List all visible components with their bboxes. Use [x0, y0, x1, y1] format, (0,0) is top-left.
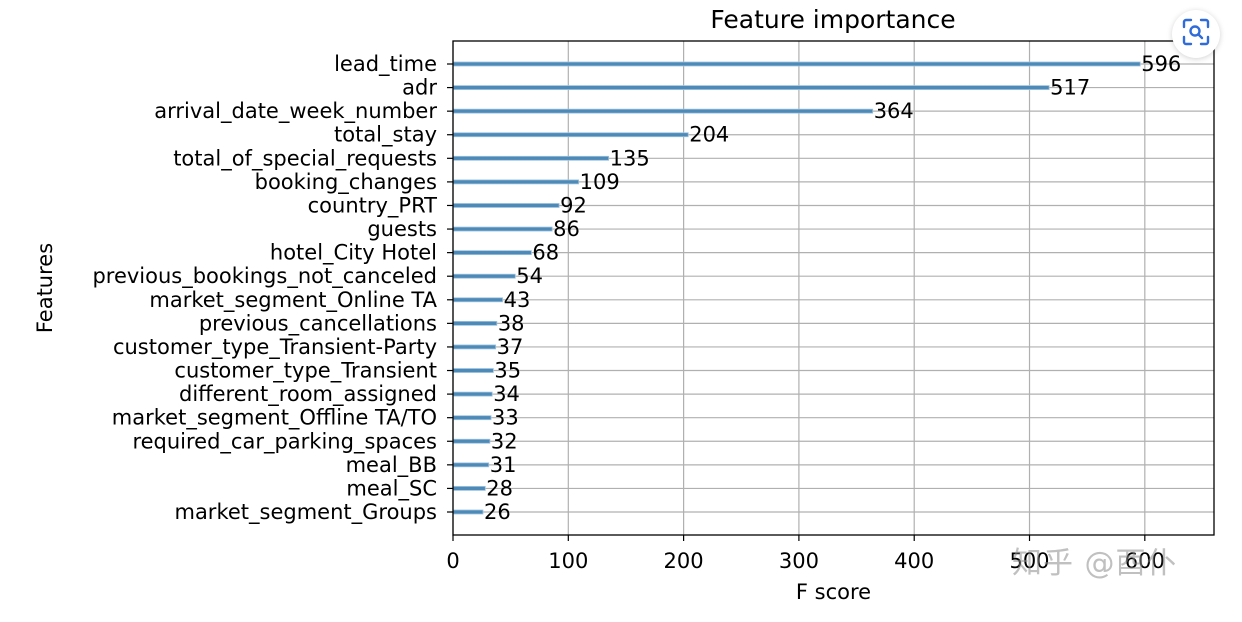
value-label: 596 [1141, 52, 1181, 76]
bar [452, 132, 689, 138]
value-label: 68 [532, 241, 559, 265]
value-label: 43 [504, 288, 531, 312]
bar [452, 320, 498, 326]
bar [452, 108, 874, 114]
value-label: 26 [484, 500, 511, 524]
value-label: 37 [497, 335, 524, 359]
y-tick-label: booking_changes [255, 170, 437, 195]
x-tick-label: 600 [1125, 549, 1165, 573]
bar [452, 297, 503, 303]
bar [452, 486, 486, 491]
value-label: 35 [494, 359, 521, 383]
bar [452, 155, 610, 161]
y-tick-label: guests [367, 217, 437, 241]
chart-title: Feature importance [710, 5, 955, 34]
bar [452, 273, 516, 279]
value-label: 38 [498, 311, 525, 335]
y-tick-label: meal_SC [346, 476, 437, 501]
watermark: 知乎 @酉仆 [1012, 546, 1178, 581]
y-tick-label: market_segment_Online TA [149, 288, 437, 313]
y-tick-label: country_PRT [308, 193, 438, 218]
x-ticks: 0 100 200 300 400 500 600 [446, 535, 1165, 573]
y-tick-label: previous_bookings_not_canceled [92, 264, 437, 289]
value-label: 92 [560, 193, 587, 217]
bar [452, 391, 493, 397]
y-tick-label: lead_time [334, 52, 437, 77]
x-tick-label: 0 [446, 549, 459, 573]
bar [452, 368, 494, 373]
value-label: 135 [610, 146, 650, 170]
value-labels: 596 517 364 204 1351099286685443383735343332… [484, 52, 1181, 524]
y-tick-label: meal_BB [346, 453, 437, 478]
bar [452, 509, 484, 515]
y-tick-label: customer_type_Transient-Party [113, 335, 437, 360]
y-tick-label: adr [402, 76, 437, 100]
bar [452, 226, 553, 232]
bar [452, 61, 1141, 67]
bar [452, 438, 491, 444]
value-label: 109 [580, 170, 620, 194]
y-tick-label: customer_type_Transient [174, 359, 437, 384]
grid-lines [452, 41, 1214, 535]
y-axis-label: Features [33, 243, 57, 333]
value-label: 86 [553, 217, 580, 241]
y-tick-label: hotel_City Hotel [270, 241, 437, 266]
value-label: 33 [492, 406, 519, 430]
value-label: 32 [491, 429, 518, 453]
image-search-button[interactable] [1172, 10, 1220, 58]
x-tick-label: 200 [664, 549, 704, 573]
bar [452, 415, 492, 421]
x-axis-label: F score [796, 580, 871, 604]
bars [452, 61, 1141, 515]
image-search-icon [1181, 17, 1211, 51]
value-label: 28 [486, 476, 513, 500]
y-tick-label: different_room_assigned [179, 382, 437, 407]
y-tick-label: arrival_date_week_number [154, 99, 437, 124]
bar [452, 179, 580, 185]
x-tick-label: 500 [1009, 549, 1049, 573]
plot-frame [452, 40, 1215, 536]
value-label: 364 [874, 99, 914, 123]
value-label: 34 [493, 382, 520, 406]
value-label: 204 [689, 123, 729, 147]
bar [452, 203, 560, 208]
y-tick-label: market_segment_Offline TA/TO [112, 406, 437, 431]
bar [452, 462, 490, 468]
y-tick-labels: lead_timeadrarrival_date_week_numbertota… [92, 52, 453, 525]
x-tick-label: 100 [548, 549, 588, 573]
x-tick-label: 400 [894, 549, 934, 573]
y-tick-label: previous_cancellations [199, 311, 437, 336]
bar [452, 250, 532, 256]
y-tick-label: required_car_parking_spaces [132, 429, 437, 454]
bar [452, 344, 497, 350]
value-label: 31 [490, 453, 517, 477]
y-tick-label: total_stay [334, 123, 437, 148]
y-tick-label: market_segment_Groups [174, 500, 437, 525]
value-label: 54 [516, 264, 543, 288]
bar [452, 85, 1050, 90]
value-label: 517 [1050, 76, 1090, 100]
x-tick-label: 300 [779, 549, 819, 573]
y-tick-label: total_of_special_requests [173, 146, 437, 171]
